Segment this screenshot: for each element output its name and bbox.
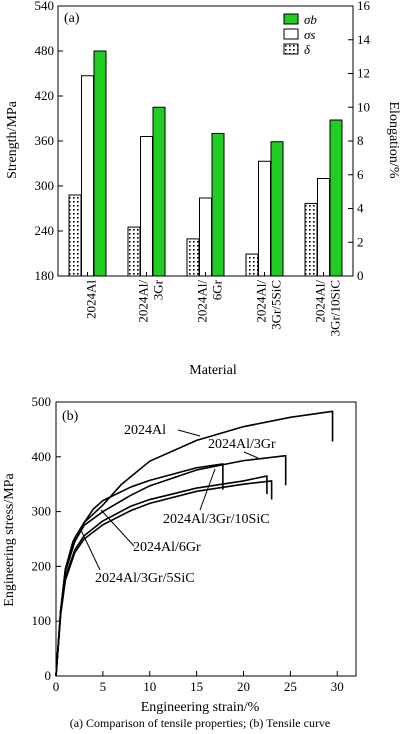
annotation-leader [243,451,259,459]
curve-2024al-3gr-5sic [55,480,273,677]
panel-a-left-tick-label: 360 [35,133,55,148]
panel-a-right-tick-label: 14 [357,32,371,47]
panel-b-y-tick-label: 100 [32,613,52,628]
panel-b-x-tick-label: 0 [53,679,60,694]
legend-swatch [283,43,299,55]
curve-annotation: 2024Al/3Gr/10SiC [163,512,270,527]
curve-2024al-3gr-10sic [55,463,224,677]
bar-sigma-b-3 [211,133,225,277]
bar-delta-1 [68,194,82,277]
annotation-leader [79,527,101,571]
bar-sigma-s-1 [81,75,94,277]
panel-a-right-tick-label: 16 [357,0,371,13]
panel-b-label: (b) [62,409,79,424]
panel-b-y-tick-label: 400 [32,449,52,464]
panel-b-line-chart: (b) Engineering stress/MPa Engineering s… [2,394,357,715]
legend-label: σb [304,12,317,27]
panel-a-label: (a) [64,11,80,26]
category-label: 2024Al/3Gr/10SiC [313,280,343,337]
figure-caption: (a) Comparison of tensile properties; (b… [70,716,331,730]
panel-b-x-tick-label: 5 [100,679,107,694]
category-label: 2024Al/3Gr/5SiC [254,280,284,330]
panel-a-frame [57,5,354,277]
category-label: 2024Al/3Gr [136,279,166,322]
bar-sigma-s-2 [140,136,153,277]
panel-b-x-tick-label: 20 [237,679,250,694]
legend-label: δ [304,42,311,57]
curve-annotation: 2024Al/3Gr [208,437,276,452]
annotation-leader [199,468,216,511]
panel-a-right-tick-label: 0 [357,268,364,283]
bar-delta-5 [304,202,318,277]
panel-b-y-tick-label: 500 [32,394,52,409]
panel-b-y-axis-label: Engineering stress/MPa [2,473,17,607]
panel-a-left-tick-label: 180 [35,268,55,283]
bar-sigma-b-1 [93,50,107,277]
bar-delta-2 [127,226,141,277]
curve-annotation: 2024Al/6Gr [133,540,201,555]
panel-b-x-tick-label: 30 [331,679,344,694]
panel-a-right-tick-label: 8 [357,133,364,148]
legend-swatch [283,13,299,25]
bar-sigma-b-5 [329,119,343,277]
panel-a-right-tick-label: 12 [357,66,370,81]
panel-a-right-tick-label: 2 [357,234,364,249]
panel-a-x-axis-label: Material [189,363,237,378]
curve-2024al-3gr [55,454,287,677]
panel-b-y-tick-label: 0 [45,668,52,683]
panel-a-bar-chart: (a) Strength/MPa Elongation/% Material 1… [5,0,400,378]
panel-a-left-tick-label: 240 [35,223,55,238]
panel-b-frame [55,401,357,677]
panel-b-x-tick-label: 25 [284,679,297,694]
legend-label: σs [304,27,315,42]
legend-swatch [283,28,299,40]
annotation-leader [177,429,201,437]
bar-delta-4 [245,253,259,277]
panel-a-right-tick-label: 6 [357,167,364,182]
panel-b-y-tick-label: 200 [32,558,52,573]
panel-a-left-tick-label: 480 [35,43,55,58]
panel-b-y-tick-label: 300 [32,504,52,519]
bar-delta-3 [186,238,200,277]
panel-b-x-tick-label: 15 [190,679,203,694]
panel-a-left-tick-label: 420 [35,88,55,103]
category-label: 2024Al/6Gr [195,279,225,322]
bar-sigma-s-3 [199,197,212,277]
category-label: 2024Al [84,280,99,319]
panel-a-right-axis-label: Elongation/% [386,102,400,179]
panel-a-left-tick-label: 300 [35,178,55,193]
annotation-leader [100,509,135,547]
bar-sigma-b-2 [152,106,166,277]
bar-sigma-b-4 [270,141,284,277]
curve-annotation: 2024Al/3Gr/5SiC [95,571,195,586]
curve-annotation: 2024Al [124,423,166,438]
bar-sigma-s-5 [317,178,330,277]
panel-a-left-tick-label: 540 [35,0,55,13]
panel-a-right-tick-label: 10 [357,99,370,114]
panel-a-left-axis-label: Strength/MPa [5,100,20,179]
panel-b-x-axis-label: Engineering strain/% [141,700,260,715]
panel-a-right-tick-label: 4 [357,201,364,216]
bar-sigma-s-4 [258,160,271,277]
panel-b-x-tick-label: 10 [143,679,156,694]
